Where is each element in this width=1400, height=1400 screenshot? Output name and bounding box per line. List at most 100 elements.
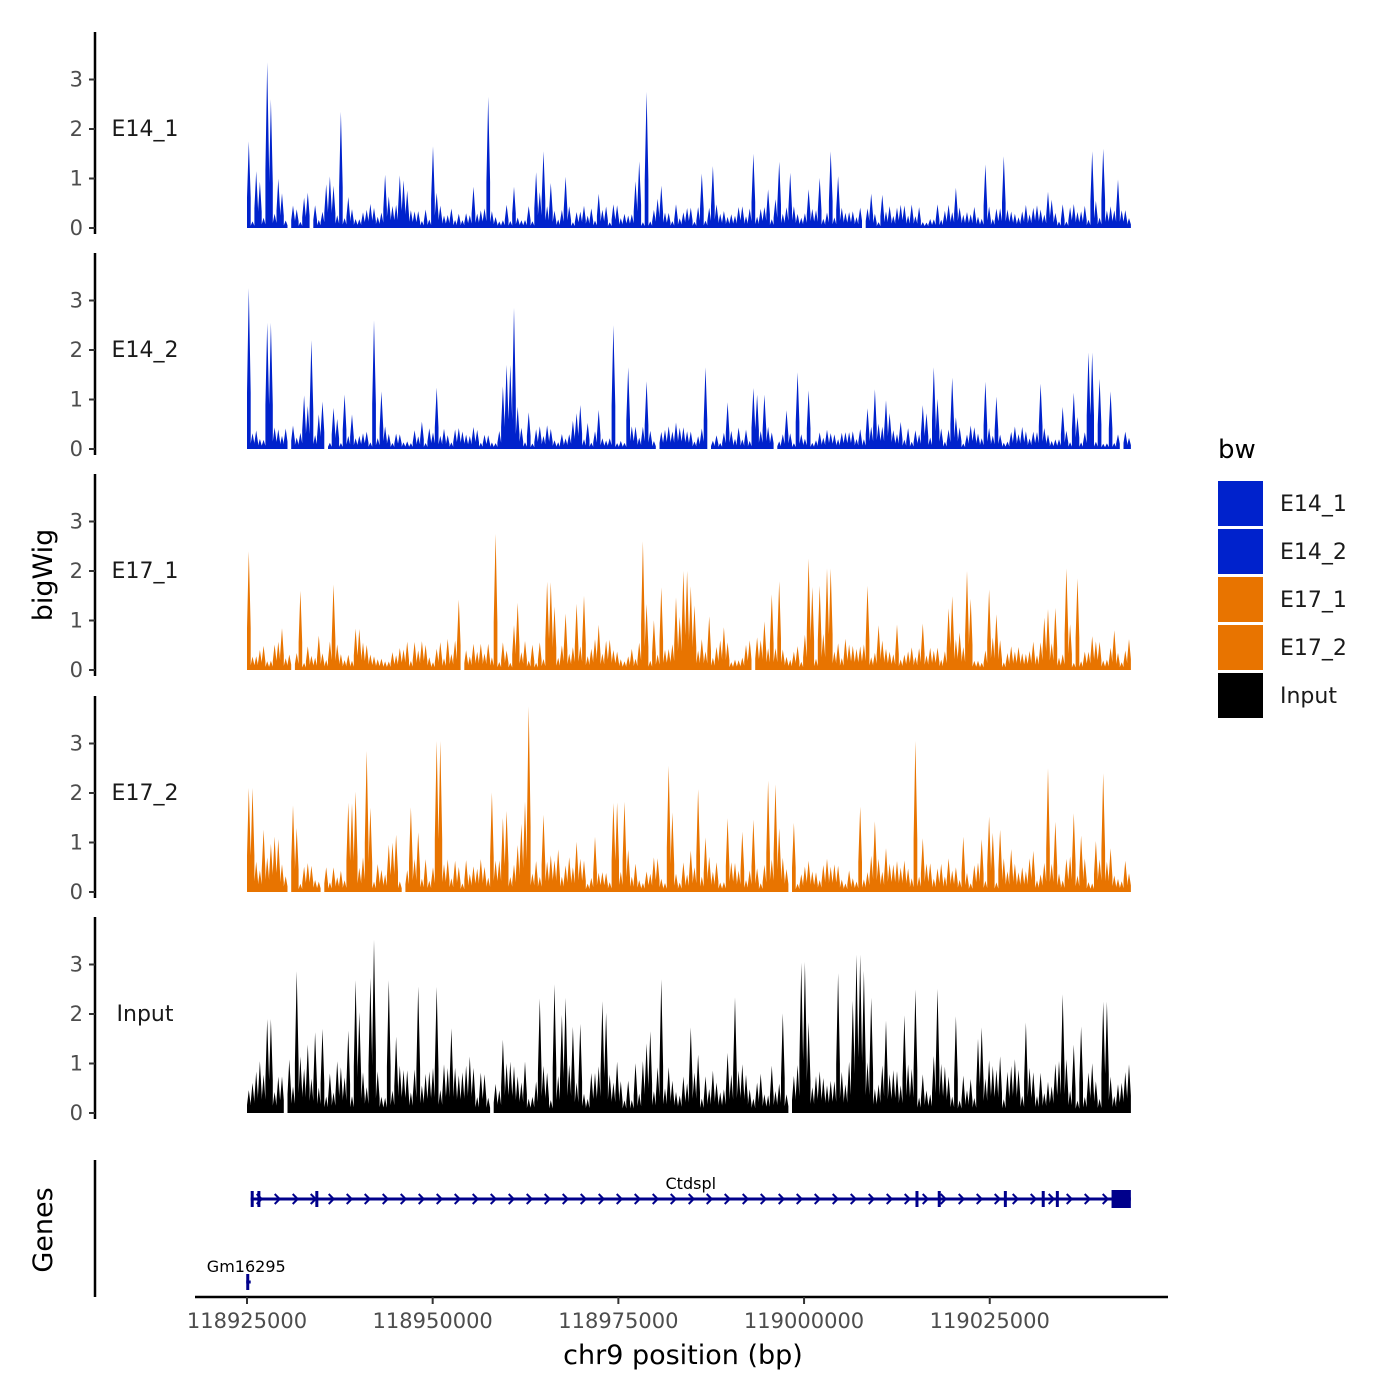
strand-chevron [813, 1193, 822, 1205]
exon [1003, 1191, 1007, 1207]
y-tick-label: 3 [70, 289, 83, 313]
track-input: 0 1 2 3 Input [70, 917, 1131, 1125]
strand-chevron [651, 1193, 660, 1205]
exon [315, 1191, 319, 1207]
x-tick-label: 119025000 [930, 1309, 1050, 1333]
gene-label: Gm16295 [207, 1257, 286, 1276]
strand-chevron [885, 1193, 894, 1205]
x-tick-label: 118925000 [187, 1309, 307, 1333]
strand-chevron [417, 1193, 426, 1205]
track-label: Input [117, 1002, 174, 1027]
track-e17-1: 0 1 2 3 E17_1 [70, 474, 1131, 682]
strand-chevron [291, 1193, 300, 1205]
strand-chevron [939, 1193, 948, 1205]
strand-chevron [471, 1193, 480, 1205]
strand-chevron [579, 1193, 588, 1205]
gene-label: Ctdspl [666, 1174, 717, 1193]
strand-chevron [363, 1193, 372, 1205]
strand-chevron [345, 1193, 354, 1205]
strand-chevron [543, 1193, 552, 1205]
strand-chevron [669, 1193, 678, 1205]
strand-chevron [435, 1193, 444, 1205]
gene-gm16295: Gm16295 [207, 1257, 286, 1290]
strand-chevron [597, 1193, 606, 1205]
strand-chevron [705, 1193, 714, 1205]
strand-chevron [1084, 1193, 1092, 1205]
track-e14-2: 0 1 2 3 E14_2 [70, 253, 1131, 461]
strand-chevron [975, 1193, 984, 1205]
y-tick-label: 2 [70, 559, 83, 583]
legend: bw E14_1 E14_2 E17_1 E17_2 Input [1218, 435, 1347, 718]
y-tick-label: 0 [70, 1101, 83, 1125]
strand-chevron [921, 1193, 930, 1205]
legend-label: E17_2 [1280, 636, 1347, 661]
legend-swatch-input [1218, 673, 1263, 718]
strand-chevron [993, 1193, 1002, 1205]
exon [246, 1274, 250, 1290]
y-tick-label: 1 [70, 609, 83, 633]
x-axis-title: chr9 position (bp) [563, 1340, 803, 1371]
strand-chevron [1102, 1193, 1110, 1205]
coverage-tracks: 0 1 2 3 E14_1 0 1 2 3 E14_2 0 1 2 3 E17_1 0 1 2 3 E17_2 0 1 2 3… [70, 32, 1131, 1125]
track-label: E17_1 [112, 559, 179, 584]
exon [250, 1191, 254, 1207]
strand-chevron [327, 1193, 336, 1205]
strand-chevron [1048, 1193, 1056, 1205]
legend-label: E14_2 [1280, 540, 1347, 565]
coverage-area-e17-1 [247, 533, 1131, 670]
exon [1111, 1190, 1131, 1208]
exon [937, 1191, 941, 1207]
y-tick-label: 0 [70, 658, 83, 682]
legend-swatch-e17-1 [1218, 577, 1263, 622]
y-tick-label: 2 [70, 781, 83, 805]
strand-chevron [723, 1193, 732, 1205]
coverage-area-input [247, 939, 1131, 1113]
x-axis: 118925000 118950000 118975000 119000000 1190… [187, 1295, 1168, 1333]
strand-chevron [777, 1193, 786, 1205]
strand-chevron [525, 1193, 534, 1205]
y-tick-label: 1 [70, 1052, 83, 1076]
y-tick-label: 0 [70, 216, 83, 240]
strand-chevron [507, 1193, 516, 1205]
genes-track: Gm16295 Ctdspl [93, 1160, 1131, 1297]
x-tick-label: 118975000 [558, 1309, 678, 1333]
legend-label: Input [1280, 684, 1337, 709]
strand-chevron [903, 1193, 912, 1205]
strand-chevron [687, 1193, 696, 1205]
strand-chevron [633, 1193, 642, 1205]
y-tick-label: 1 [70, 388, 83, 412]
strand-chevron [849, 1193, 858, 1205]
track-e14-1: 0 1 2 3 E14_1 [70, 32, 1131, 240]
strand-chevron [957, 1193, 966, 1205]
legend-title: bw [1218, 435, 1256, 465]
strand-chevron [831, 1193, 840, 1205]
strand-chevron [615, 1193, 624, 1205]
strand-chevron [1030, 1193, 1038, 1205]
y-axis-title: bigWig [28, 529, 59, 622]
y-tick-label: 0 [70, 437, 83, 461]
y-tick-label: 1 [70, 831, 83, 855]
exon [1041, 1191, 1045, 1207]
x-tick-label: 119000000 [744, 1309, 864, 1333]
legend-label: E17_1 [1280, 588, 1347, 613]
exon [257, 1191, 261, 1207]
y-tick-label: 1 [70, 167, 83, 191]
track-label: E17_2 [112, 781, 179, 806]
genes-track-title: Genes [28, 1187, 59, 1272]
strand-chevron [381, 1193, 390, 1205]
coverage-area-e14-1 [247, 62, 1131, 229]
track-label: E14_2 [112, 338, 179, 363]
strand-chevron [759, 1193, 768, 1205]
track-e17-2: 0 1 2 3 E17_2 [70, 696, 1131, 904]
track-label: E14_1 [112, 117, 179, 142]
x-tick-label: 118950000 [373, 1309, 493, 1333]
y-tick-label: 3 [70, 68, 83, 92]
strand-chevron [399, 1193, 408, 1205]
strand-chevron [867, 1193, 876, 1205]
coverage-area-e17-2 [247, 706, 1131, 892]
legend-label: E14_1 [1280, 492, 1347, 517]
strand-chevron [1066, 1193, 1074, 1205]
y-tick-label: 3 [70, 510, 83, 534]
y-tick-label: 2 [70, 338, 83, 362]
